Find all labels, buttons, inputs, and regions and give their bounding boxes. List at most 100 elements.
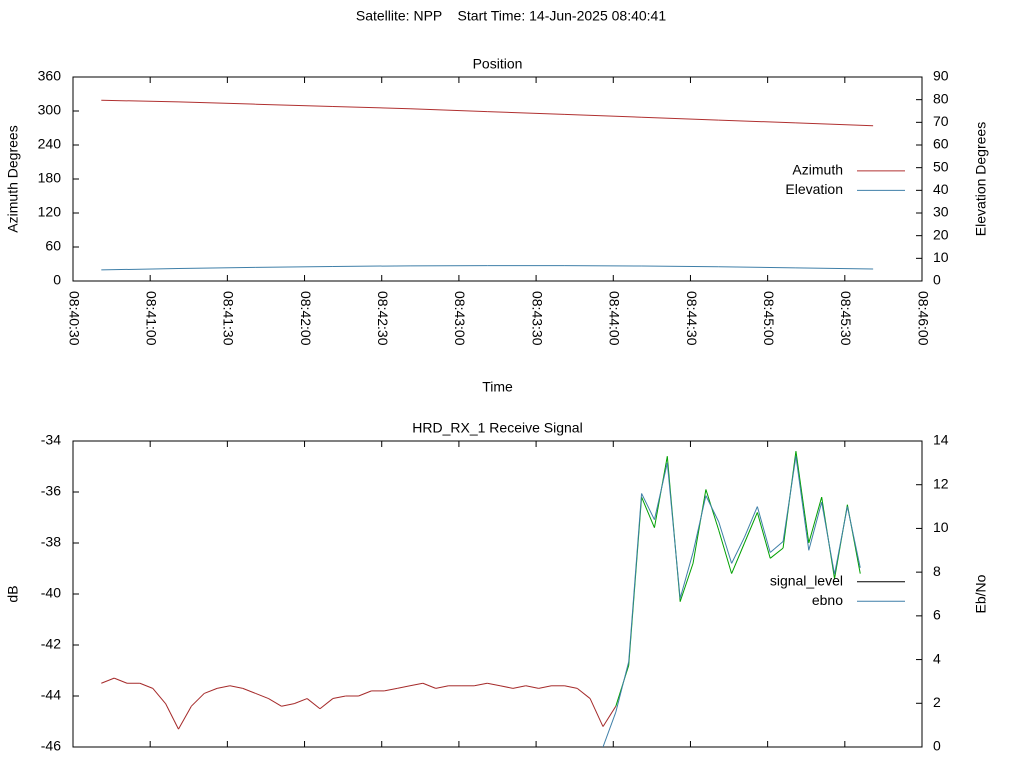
legend-label: signal_level — [770, 572, 843, 588]
series-segment — [744, 506, 758, 538]
y2-tick-label: 4 — [933, 650, 941, 666]
series-segment — [744, 512, 758, 544]
series-segment — [435, 685, 449, 689]
y2-tick-label: 14 — [933, 432, 949, 448]
y2-tick-label: 40 — [933, 181, 949, 197]
series-segment — [178, 705, 192, 730]
series-segment — [756, 506, 771, 553]
y2-tick-label: 0 — [933, 272, 941, 288]
x-tick-label: 08:43:30 — [529, 291, 545, 346]
series-segment — [679, 552, 694, 599]
series-segment — [731, 536, 745, 564]
series-segment — [512, 685, 526, 689]
series-segment — [332, 695, 346, 700]
y-tick-label: -36 — [41, 483, 61, 499]
series-segment — [564, 685, 578, 689]
x-tick-label: 08:40:30 — [66, 291, 82, 346]
x-tick-label: 08:46:00 — [915, 291, 931, 346]
series-segment — [294, 698, 308, 705]
series-segment — [281, 703, 295, 707]
series-segment — [602, 711, 617, 747]
y-tick-label: 180 — [38, 170, 62, 186]
y2-tick-label: 10 — [933, 249, 949, 265]
y2-tick-label: 12 — [933, 475, 949, 491]
x-tick-label: 08:44:00 — [607, 291, 623, 346]
x-tick-label: 08:45:00 — [761, 291, 777, 346]
series-segment — [628, 493, 643, 662]
y2-tick-label: 30 — [933, 204, 949, 220]
legend-label: Azimuth — [792, 162, 843, 178]
series-segment — [487, 682, 501, 687]
series-segment — [705, 495, 720, 523]
y2-tick-label: 60 — [933, 136, 949, 152]
y-tick-label: -34 — [41, 432, 61, 448]
series-segment — [397, 685, 411, 689]
y-tick-label: -44 — [41, 687, 61, 703]
series-segment — [782, 456, 797, 542]
series-segment — [808, 502, 823, 551]
series-segment — [101, 268, 179, 271]
series-segment — [641, 265, 719, 268]
series-segment — [834, 506, 848, 575]
series-segment — [769, 547, 784, 559]
series-segment — [229, 685, 243, 689]
series-segment — [178, 266, 256, 270]
y-tick-label: 0 — [53, 272, 61, 288]
series-segment — [306, 698, 321, 710]
series-segment — [165, 703, 179, 730]
y-axis-label: dB — [5, 585, 21, 602]
series-segment — [641, 493, 655, 520]
x-axis-label: Time — [482, 379, 513, 395]
series-segment — [795, 451, 810, 544]
y2-tick-label: 0 — [933, 738, 941, 754]
series-segment — [692, 489, 707, 564]
series-segment — [564, 113, 642, 118]
y2-tick-label: 10 — [933, 519, 949, 535]
series-segment — [358, 690, 372, 697]
x-tick-label: 08:45:30 — [838, 291, 854, 346]
series-segment — [152, 688, 167, 704]
series-segment — [576, 687, 591, 699]
series-segment — [641, 116, 719, 121]
series-segment — [204, 687, 218, 694]
series-segment — [756, 512, 771, 559]
series-segment — [242, 687, 256, 694]
plot-frame — [72, 76, 923, 282]
series-segment — [718, 521, 733, 564]
series-segment — [769, 541, 784, 553]
y2-tick-label: 2 — [933, 694, 941, 710]
series-segment — [718, 119, 796, 124]
series-segment — [474, 682, 488, 687]
series-segment — [666, 462, 681, 599]
y-tick-label: 240 — [38, 136, 62, 152]
y2-tick-label: 80 — [933, 90, 949, 106]
series-segment — [795, 267, 874, 270]
series-segment — [718, 530, 733, 574]
series-segment — [499, 685, 514, 689]
y2-tick-label: 6 — [933, 607, 941, 623]
series-segment — [692, 495, 707, 553]
series-segment — [190, 693, 205, 707]
chart-title: Position — [473, 56, 523, 72]
y-tick-label: 300 — [38, 102, 62, 118]
y-tick-label: -42 — [41, 636, 61, 652]
chart-title: HRD_RX_1 Receive Signal — [412, 420, 582, 436]
legend-label: ebno — [812, 592, 843, 608]
x-tick-label: 08:41:00 — [143, 291, 159, 346]
series-segment — [808, 496, 823, 544]
series-segment — [795, 456, 810, 551]
series-segment — [615, 661, 630, 713]
y2-axis-label: Eb/No — [973, 574, 989, 613]
series-segment — [255, 692, 269, 700]
series-segment — [602, 705, 617, 727]
series-segment — [178, 101, 256, 105]
series-segment — [731, 542, 745, 574]
series-segment — [255, 265, 333, 268]
y-tick-label: 60 — [45, 238, 61, 254]
x-tick-label: 08:42:30 — [375, 291, 391, 346]
series-segment — [268, 698, 282, 707]
plot-frame — [72, 440, 923, 748]
y2-tick-label: 8 — [933, 563, 941, 579]
